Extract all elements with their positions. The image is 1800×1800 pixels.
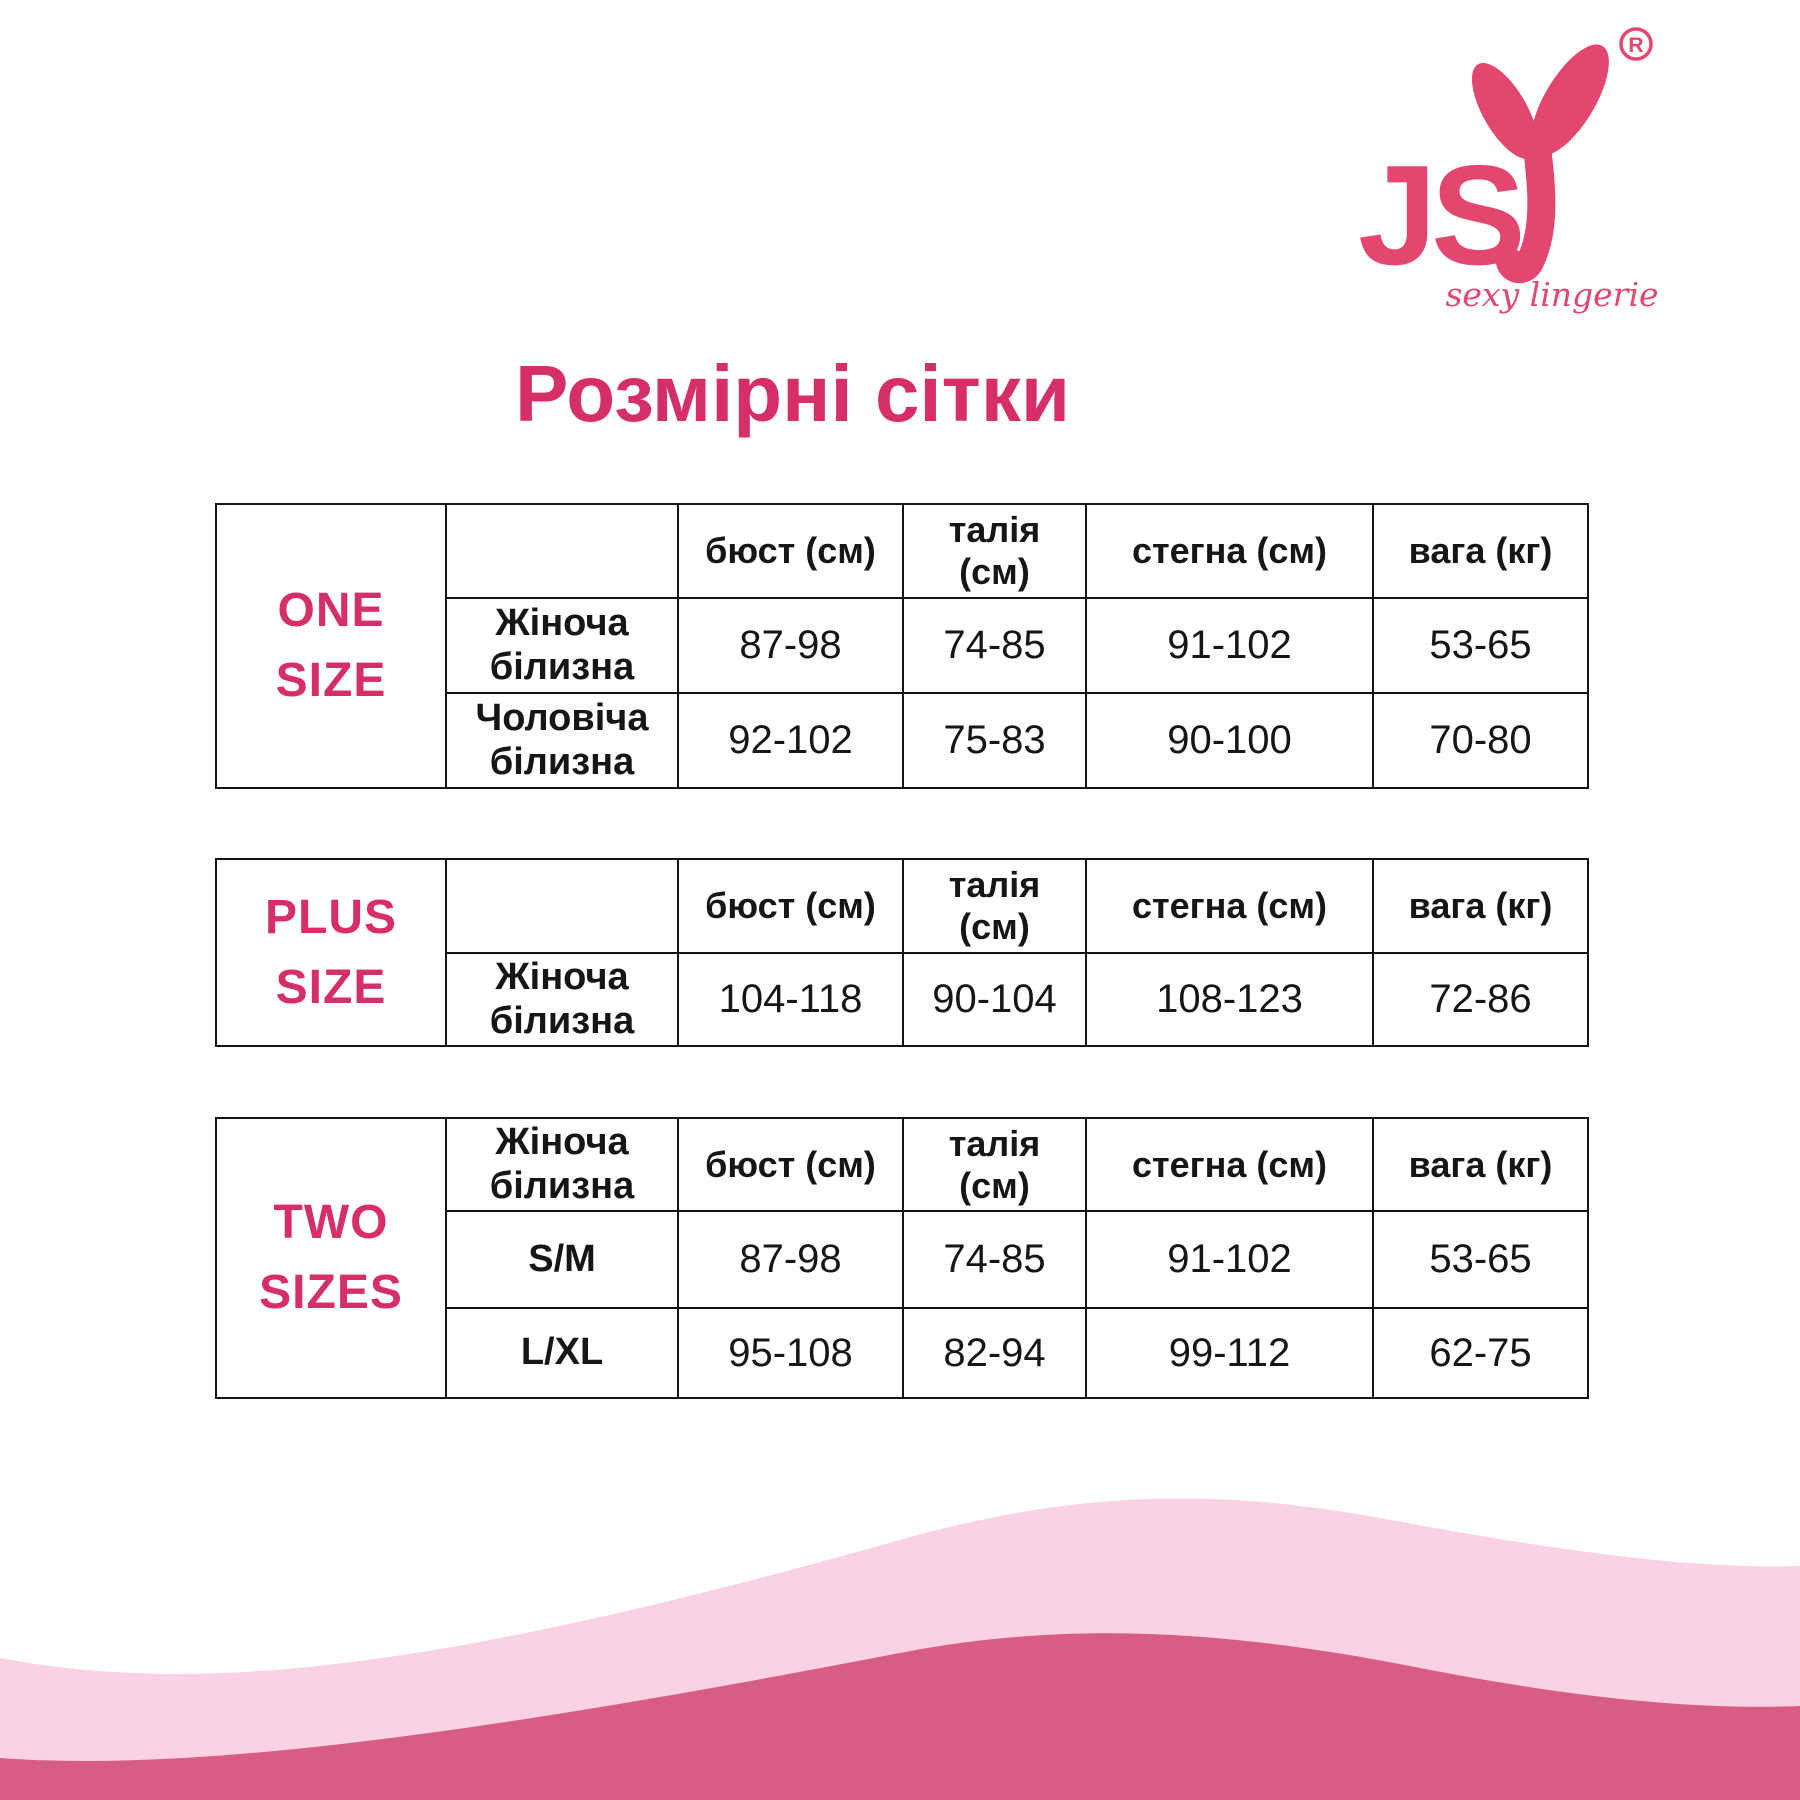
jsy-logo: JS R sexy lingerie: [1358, 27, 1659, 314]
table-row: Жіноча білизна 87-98 74-85 91-102 53-65: [216, 597, 1589, 694]
table-row: L/XL 95-108 82-94 99-112 62-75: [216, 1307, 1589, 1399]
size-group-label-line: TWO: [273, 1196, 389, 1250]
column-header-hips: стегна (см): [1085, 858, 1374, 954]
column-header-weight: вага (кг): [1372, 503, 1589, 599]
cell-waist: 90-104: [902, 952, 1087, 1047]
wave-dark: [0, 1633, 1800, 1800]
table-row: Чоловіча білизна 92-102 75-83 90-100 70-…: [216, 692, 1589, 789]
logo-right-leaf-icon: [1531, 44, 1609, 156]
column-header-weight: вага (кг): [1372, 858, 1589, 954]
logo-tagline: sexy lingerie: [1445, 275, 1658, 314]
cell-bust: 104-118: [677, 952, 904, 1047]
cell-bust: 95-108: [677, 1307, 904, 1399]
column-header-bust: бюст (см): [677, 858, 904, 954]
column-header-waist: талія (см): [902, 503, 1087, 599]
one-size-table: ONE SIZE бюст (см) талія (см) стегна (см…: [215, 503, 1589, 789]
cell-waist: 74-85: [902, 597, 1087, 694]
column-header-hips: стегна (см): [1085, 503, 1374, 599]
row-header: S/M: [445, 1210, 679, 1309]
cell-hips: 91-102: [1085, 597, 1374, 694]
plus-size-table: PLUS SIZE бюст (см) талія (см) стегна (с…: [215, 858, 1589, 1047]
cell-hips: 99-112: [1085, 1307, 1374, 1399]
column-header-bust: бюст (см): [677, 1117, 904, 1212]
two-sizes-table: TWO SIZES Жіноча білизна бюст (см) талія…: [215, 1117, 1589, 1399]
cell-weight: 53-65: [1372, 1210, 1589, 1309]
cell-weight: 70-80: [1372, 692, 1589, 789]
bottom-waves: [0, 1498, 1800, 1800]
cell-weight: 53-65: [1372, 597, 1589, 694]
corner-cell: Жіноча білизна: [445, 1117, 679, 1212]
column-header-weight: вага (кг): [1372, 1117, 1589, 1212]
size-group-label-line: SIZES: [259, 1266, 403, 1319]
table-header-row: TWO SIZES Жіноча білизна бюст (см) талія…: [215, 1117, 1589, 1399]
corner-cell: [445, 503, 679, 599]
column-header-waist: талія (см): [902, 1117, 1087, 1212]
size-group-label-line: ONE: [277, 584, 385, 638]
size-group-label-line: SIZE: [275, 960, 387, 1014]
cell-hips: 108-123: [1085, 952, 1374, 1047]
size-group-label: TWO SIZES: [215, 1117, 447, 1399]
row-header: Жіноча білизна: [445, 597, 679, 694]
column-header-hips: стегна (см): [1085, 1117, 1374, 1212]
table-row: Жіноча білизна 104-118 90-104 108-123 72…: [216, 952, 1589, 1047]
table-header-row: PLUS SIZE бюст (см) талія (см) стегна (с…: [215, 858, 1589, 1047]
cell-bust: 87-98: [677, 597, 904, 694]
size-group-label: ONE SIZE: [215, 503, 447, 789]
registered-mark-circle: [1619, 27, 1653, 61]
logo-left-leaf-icon: [1471, 62, 1539, 160]
column-header-waist: талія (см): [902, 858, 1087, 954]
cell-hips: 91-102: [1085, 1210, 1374, 1309]
size-group-label-line: SIZE: [275, 654, 387, 707]
cell-weight: 62-75: [1372, 1307, 1589, 1399]
registered-mark-letter: R: [1628, 34, 1643, 57]
cell-bust: 87-98: [677, 1210, 904, 1309]
row-header: Чоловіча білизна: [445, 692, 679, 789]
column-header-bust: бюст (см): [677, 503, 904, 599]
size-group-label-line: PLUS: [264, 890, 397, 944]
cell-bust: 92-102: [677, 692, 904, 789]
cell-weight: 72-86: [1372, 952, 1589, 1047]
size-group-label: PLUS SIZE: [215, 858, 447, 1047]
cell-waist: 74-85: [902, 1210, 1087, 1309]
logo-letters: JS: [1358, 136, 1521, 295]
table-row: S/M 87-98 74-85 91-102 53-65: [216, 1210, 1589, 1309]
cell-waist: 82-94: [902, 1307, 1087, 1399]
row-header: Жіноча білизна: [445, 952, 679, 1047]
cell-waist: 75-83: [902, 692, 1087, 789]
corner-cell: [445, 858, 679, 954]
page-title: Розмірні сітки: [514, 349, 1071, 438]
row-header: L/XL: [445, 1307, 679, 1399]
table-header-row: ONE SIZE бюст (см) талія (см) стегна (см…: [215, 503, 1589, 789]
logo-y-stem: [1496, 142, 1556, 284]
cell-hips: 90-100: [1085, 692, 1374, 789]
